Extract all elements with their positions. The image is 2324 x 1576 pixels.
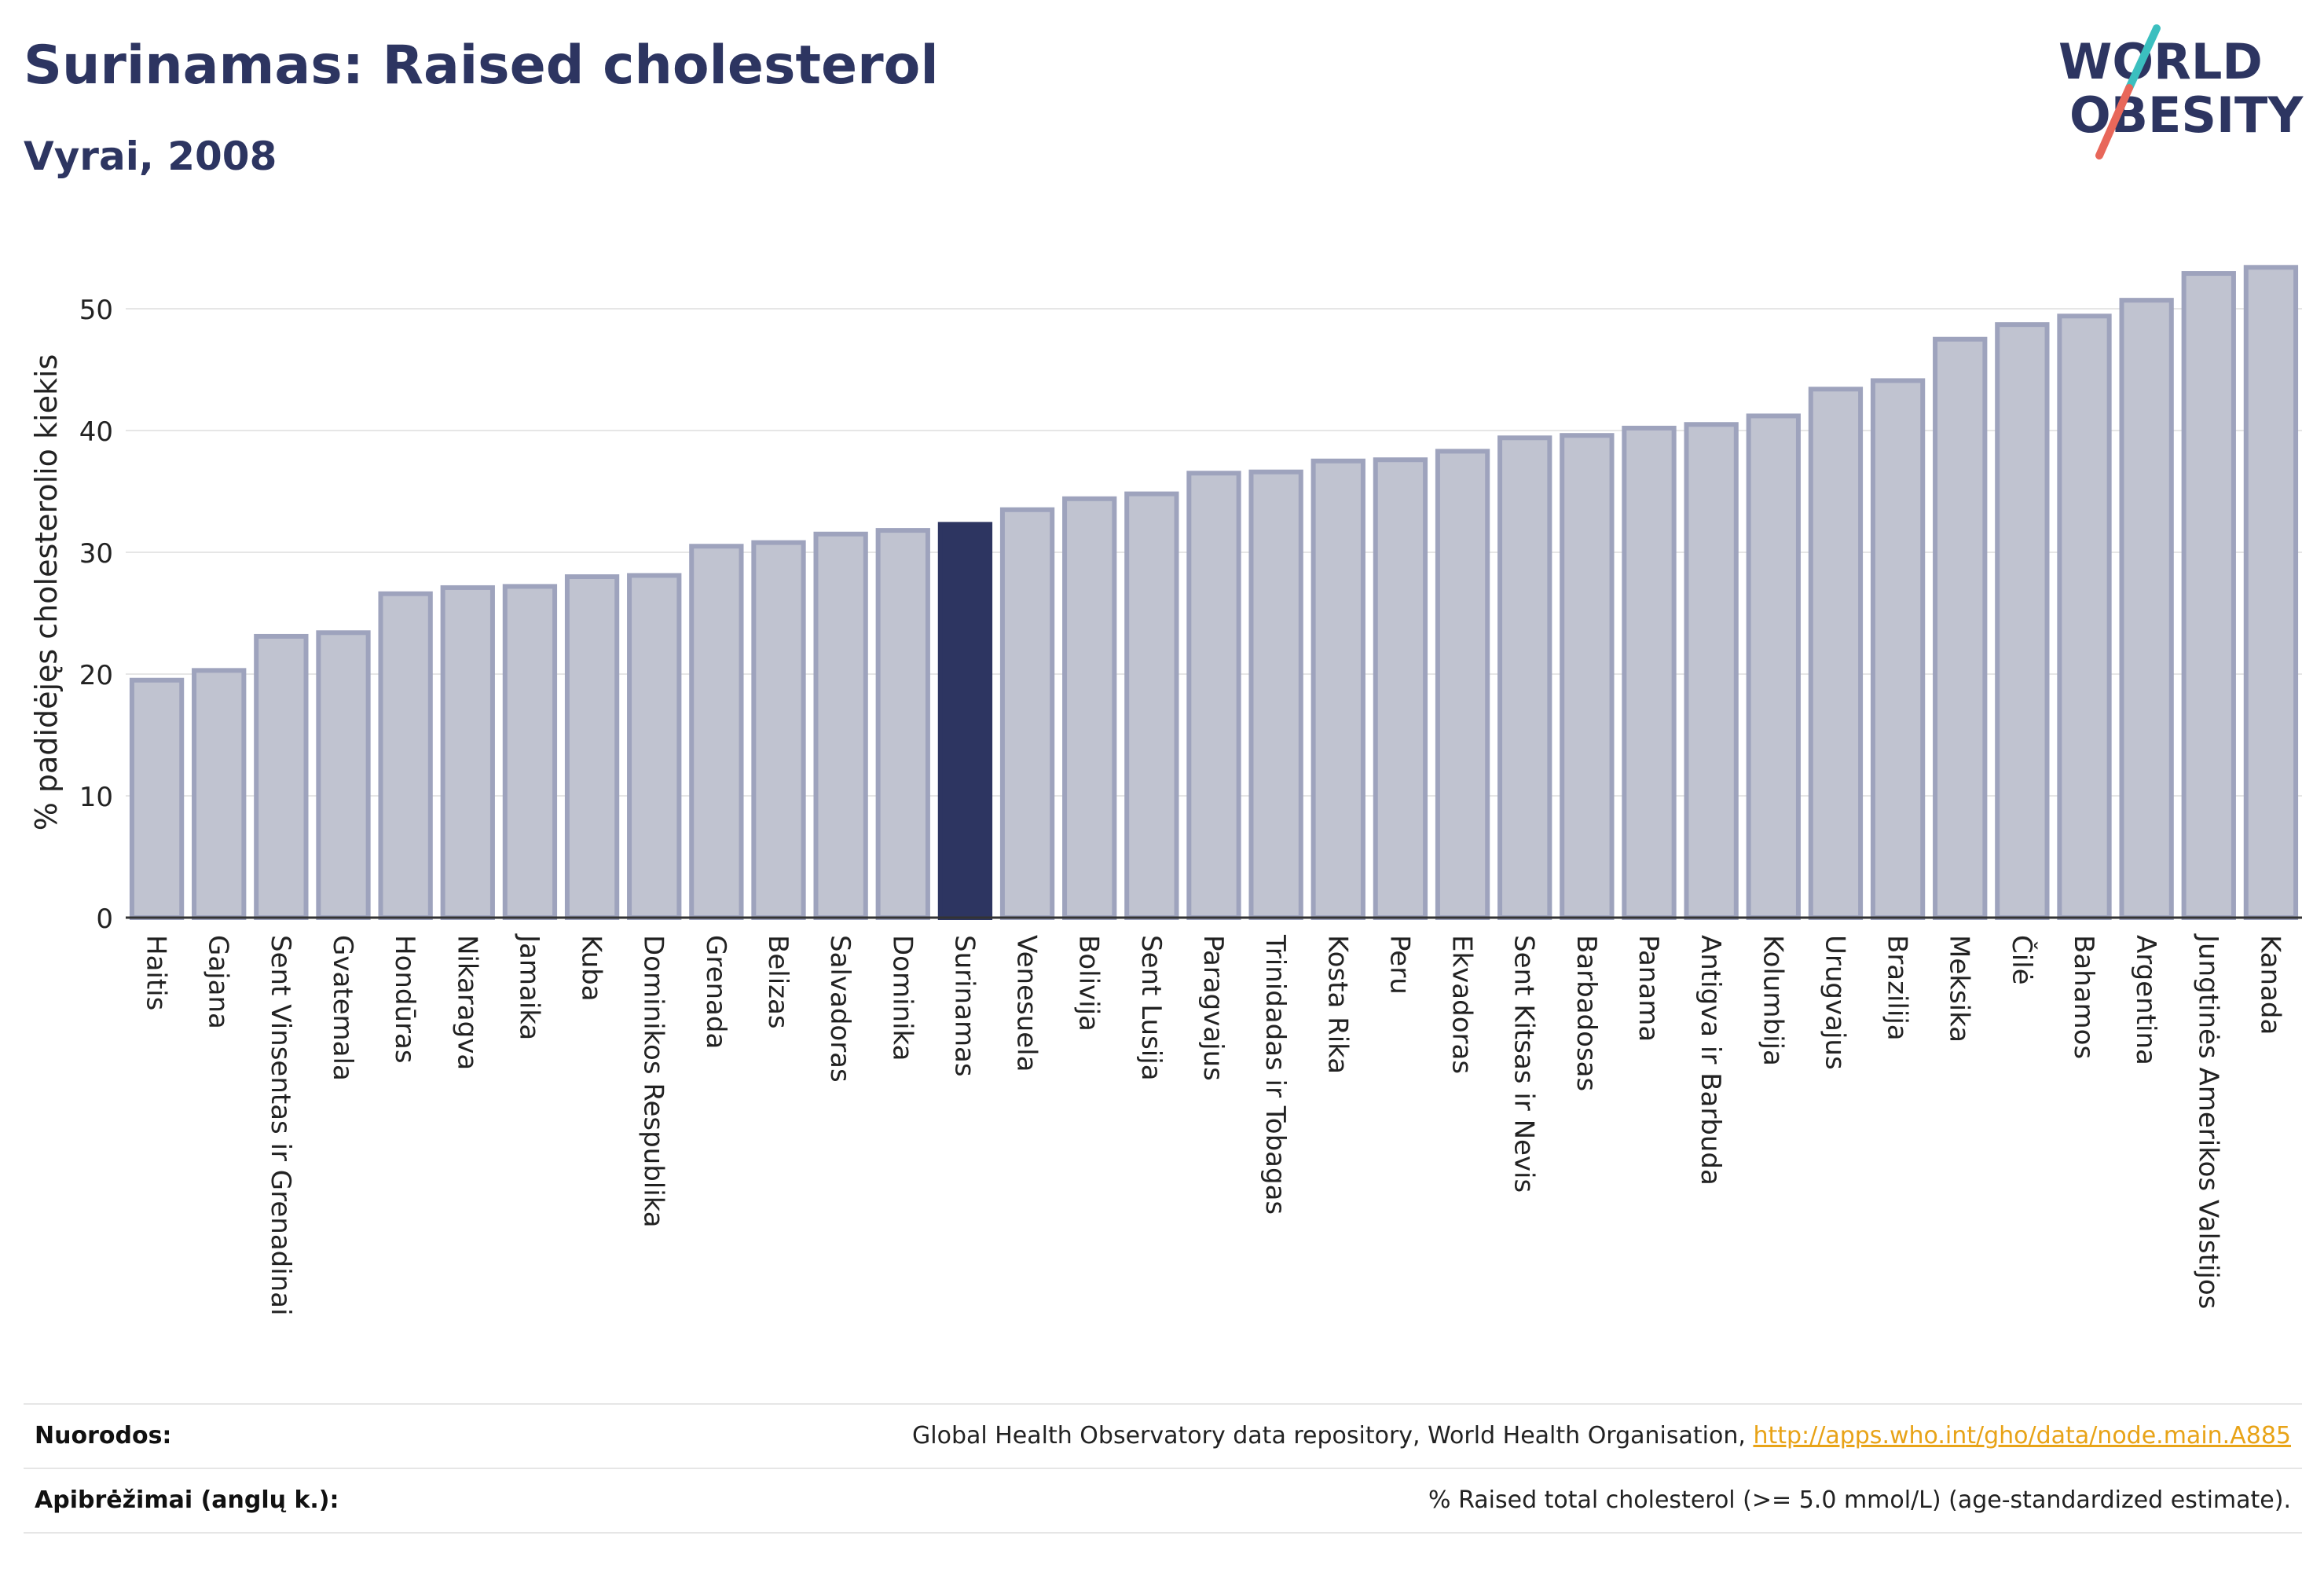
definitions-value: % Raised total cholesterol (>= 5.0 mmol/…: [1428, 1486, 2291, 1514]
x-tick-label: Bahamos: [2068, 935, 2099, 1059]
bar: [751, 540, 806, 920]
bar: [2181, 271, 2236, 920]
bar: [627, 573, 682, 920]
bar: [1933, 336, 1988, 920]
logo-line-world: WORLD: [2058, 33, 2263, 90]
x-tick-label: Meksika: [1944, 935, 1975, 1043]
x-tick-label: Salvadoras: [824, 935, 856, 1083]
x-tick-label: Kosta Rika: [1321, 935, 1353, 1074]
x-tick-label: Sent Lusija: [1135, 935, 1167, 1081]
x-tick-label: Trinidadas ir Tobagas: [1259, 934, 1291, 1215]
bar: [875, 528, 930, 920]
bar: [1684, 422, 1739, 920]
bar: [316, 630, 371, 920]
bar: [192, 668, 247, 920]
bar: [1248, 469, 1303, 920]
y-tick-label: 10: [79, 782, 113, 813]
bar: [1808, 387, 1864, 920]
x-tick-label: Nikaragva: [451, 935, 482, 1070]
x-tick-label: Hondūras: [389, 935, 420, 1064]
x-tick-label: Grenada: [700, 935, 731, 1049]
bar: [2119, 298, 2174, 920]
x-tick-label: Kolumbija: [1757, 935, 1788, 1066]
bar: [1622, 425, 1677, 920]
bar: [1435, 449, 1490, 920]
chart-title: Surinamas: Raised cholesterol: [24, 35, 939, 97]
bar: [502, 584, 558, 921]
world-obesity-logo: WORLD OBESITY: [2058, 24, 2304, 159]
x-tick-label: Ekvadoras: [1446, 935, 1478, 1074]
bar: [999, 507, 1055, 920]
x-tick-label: Urugvajus: [1819, 935, 1850, 1070]
bar: [1186, 471, 1241, 920]
bar: [1497, 435, 1552, 920]
x-tick-label: Dominika: [886, 935, 918, 1061]
x-tick-label: Gajana: [203, 935, 234, 1029]
x-tick-label: Kanada: [2254, 935, 2286, 1035]
x-tick-label: Barbadosas: [1571, 935, 1602, 1091]
bar: [1560, 433, 1615, 920]
bar: [2243, 265, 2299, 920]
bar: [564, 574, 620, 920]
bar: [1124, 491, 1179, 920]
bar: [129, 677, 185, 920]
x-tick-label: Brazilija: [1882, 935, 1913, 1041]
x-tick-label: Sent Kitsas ir Nevis: [1508, 935, 1540, 1193]
x-tick-label: Antigva ir Barbuda: [1695, 935, 1726, 1186]
bar: [1746, 413, 1801, 920]
definitions-label: Apibrėžimai (anglų k.):: [35, 1486, 339, 1514]
x-tick-label: Jamaika: [513, 933, 544, 1040]
y-axis-label: % padidėjęs cholesterolio kiekis: [29, 354, 64, 831]
bar: [1995, 322, 2050, 920]
definitions-row: Apibrėžimai (anglų k.): % Raised total c…: [24, 1468, 2302, 1534]
chart-subtitle: Vyrai, 2008: [24, 134, 277, 179]
bar: [2057, 313, 2112, 920]
sources-text: Global Health Observatory data repositor…: [912, 1422, 1754, 1450]
bar: [378, 591, 433, 920]
x-tick-label: Dominikos Respublika: [638, 935, 669, 1228]
y-tick-label: 0: [96, 903, 113, 935]
bar: [1870, 378, 1926, 920]
x-tick-label: Sent Vinsentas ir Grenadinai: [265, 935, 296, 1316]
bar-chart: 0 10 20 30 40 50 % padidėjęs cholesterolio kie…: [29, 265, 2302, 1316]
x-tick-label: Argentina: [2130, 935, 2161, 1065]
x-tick-label: Surinamas: [948, 935, 980, 1077]
x-tick-label: Venesuela: [1011, 935, 1043, 1072]
bar-highlighted: [937, 522, 993, 920]
y-tick-label: 30: [79, 538, 113, 570]
bar: [254, 633, 309, 920]
x-tick-label: Čilė: [2006, 935, 2038, 985]
x-tick-label: Peru: [1384, 935, 1415, 995]
x-tick-label: Haitis: [141, 935, 172, 1010]
bar: [1310, 458, 1365, 920]
sources-label: Nuorodos:: [35, 1422, 172, 1450]
sources-row: Nuorodos: Global Health Observatory data…: [24, 1403, 2302, 1468]
y-tick-label: 20: [79, 660, 113, 691]
x-tick-label: Paragvajus: [1197, 935, 1229, 1081]
y-tick-label: 40: [79, 416, 113, 448]
y-tick-label: 50: [79, 295, 113, 326]
bar: [440, 585, 495, 920]
sources-link[interactable]: http://apps.who.int/gho/data/node.main.A…: [1753, 1422, 2291, 1450]
logo-slash-teal: [2125, 24, 2161, 92]
sources-value: Global Health Observatory data repositor…: [912, 1422, 2291, 1450]
logo-slash-coral: [2095, 84, 2133, 159]
bar: [1062, 496, 1117, 920]
bar: [1373, 457, 1428, 920]
x-tick-label: Panama: [1633, 935, 1664, 1042]
x-tick-label: Jungtinės Amerikos Valstijos: [2192, 933, 2223, 1309]
x-tick-label: Belizas: [762, 935, 794, 1029]
x-tick-label: Kuba: [576, 935, 607, 1002]
bar: [689, 544, 744, 920]
x-tick-label: Bolivija: [1073, 935, 1105, 1032]
x-tick-label: Gvatemala: [327, 935, 358, 1081]
bar: [813, 531, 868, 920]
